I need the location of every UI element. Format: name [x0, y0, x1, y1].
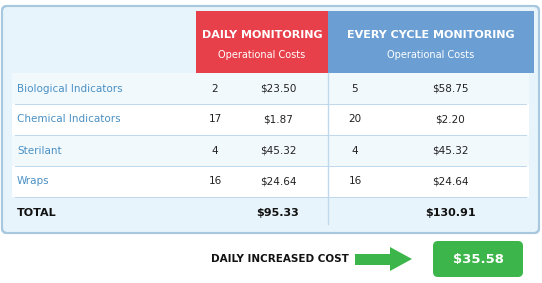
- Text: $45.32: $45.32: [260, 145, 296, 155]
- Text: 4: 4: [212, 145, 218, 155]
- Text: Operational Costs: Operational Costs: [388, 50, 475, 60]
- Text: $95.33: $95.33: [256, 207, 299, 218]
- Text: 16: 16: [208, 177, 222, 186]
- Text: 5: 5: [352, 83, 358, 93]
- Polygon shape: [328, 11, 534, 73]
- FancyBboxPatch shape: [7, 11, 196, 73]
- Text: Operational Costs: Operational Costs: [218, 50, 306, 60]
- Text: 20: 20: [349, 115, 362, 125]
- Text: DAILY INCREASED COST: DAILY INCREASED COST: [211, 254, 349, 264]
- Text: Biological Indicators: Biological Indicators: [17, 83, 122, 93]
- Text: 4: 4: [352, 145, 358, 155]
- Text: TOTAL: TOTAL: [17, 207, 56, 218]
- Text: Sterilant: Sterilant: [17, 145, 62, 155]
- FancyBboxPatch shape: [433, 241, 523, 277]
- Text: 2: 2: [212, 83, 218, 93]
- Text: $1.87: $1.87: [263, 115, 293, 125]
- Polygon shape: [390, 247, 412, 271]
- Text: $35.58: $35.58: [453, 252, 504, 265]
- Text: 17: 17: [208, 115, 222, 125]
- Text: Chemical Indicators: Chemical Indicators: [17, 115, 121, 125]
- Text: $2.20: $2.20: [435, 115, 465, 125]
- FancyBboxPatch shape: [12, 73, 529, 104]
- FancyBboxPatch shape: [12, 104, 529, 135]
- Polygon shape: [196, 11, 328, 73]
- Text: $45.32: $45.32: [432, 145, 468, 155]
- Text: $24.64: $24.64: [260, 177, 296, 186]
- FancyBboxPatch shape: [12, 166, 529, 197]
- Text: $24.64: $24.64: [432, 177, 468, 186]
- FancyBboxPatch shape: [12, 135, 529, 166]
- Polygon shape: [355, 254, 390, 265]
- Text: EVERY CYCLE MONITORING: EVERY CYCLE MONITORING: [347, 30, 515, 40]
- Text: $23.50: $23.50: [260, 83, 296, 93]
- Text: 16: 16: [349, 177, 362, 186]
- Text: $58.75: $58.75: [432, 83, 468, 93]
- Text: DAILY MONITORING: DAILY MONITORING: [202, 30, 322, 40]
- Text: Wraps: Wraps: [17, 177, 50, 186]
- Text: $130.91: $130.91: [425, 207, 475, 218]
- FancyBboxPatch shape: [2, 6, 539, 233]
